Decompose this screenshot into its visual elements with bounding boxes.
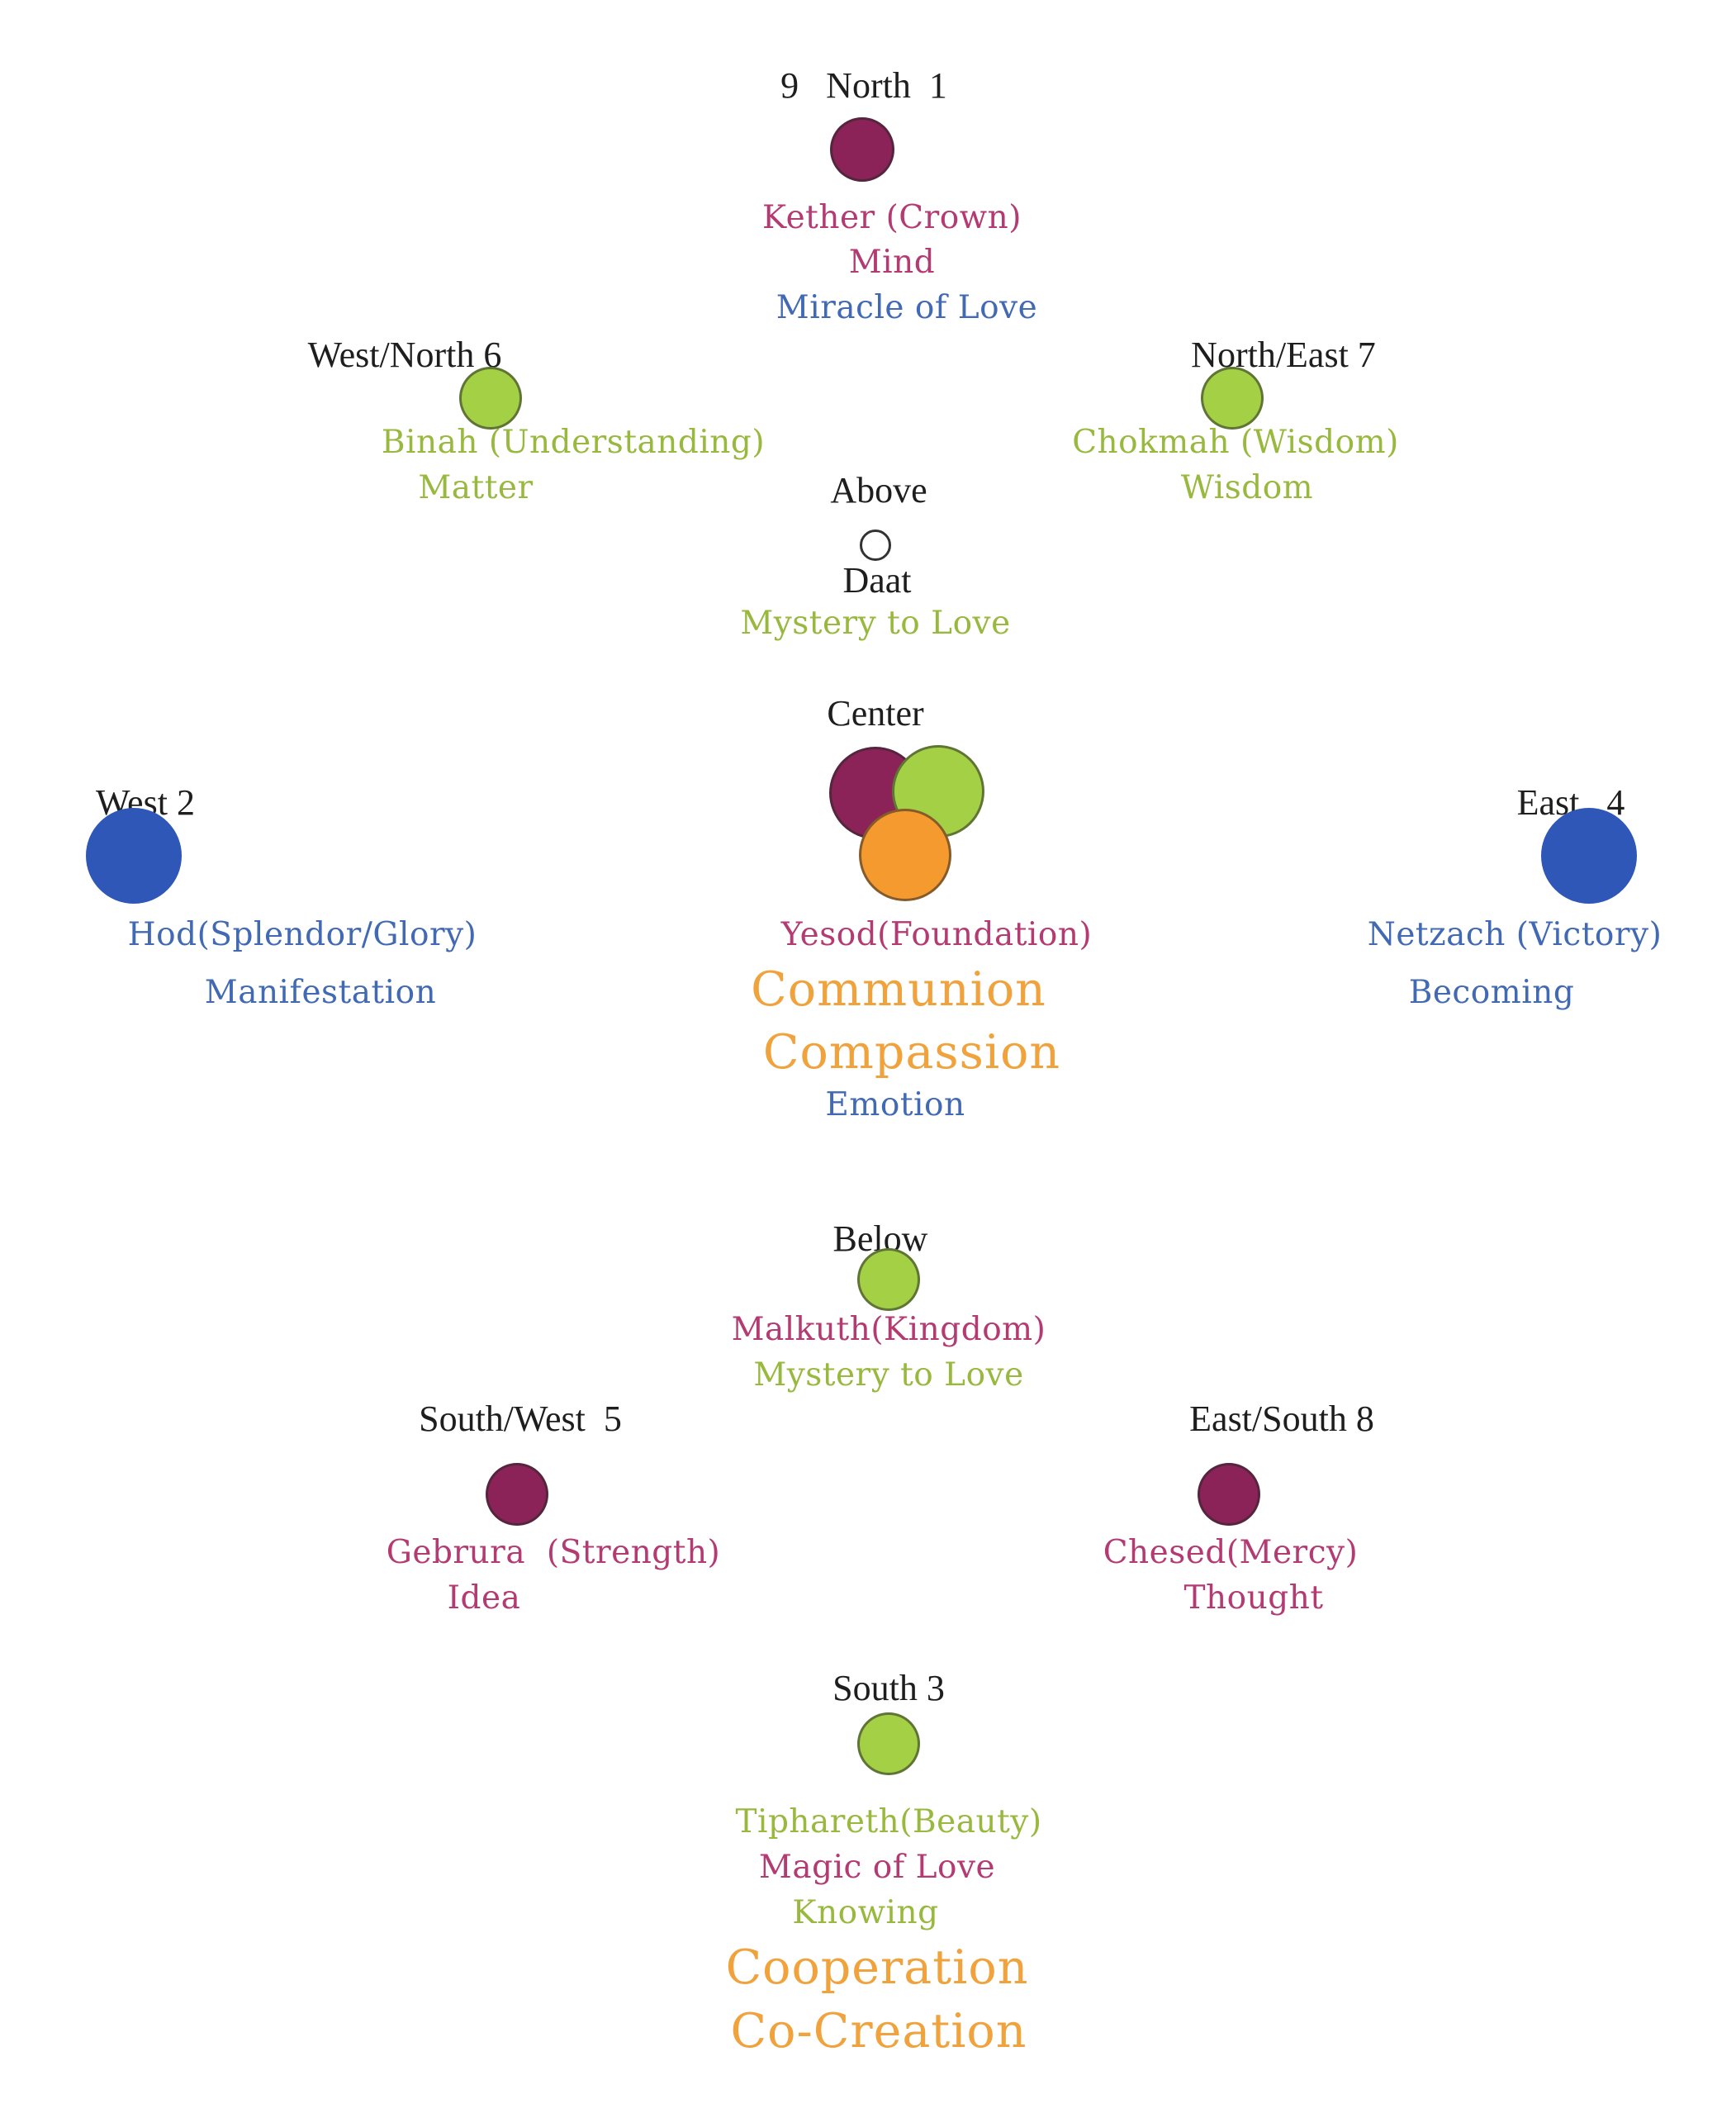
tiphareth-node [857, 1712, 920, 1775]
emotion-label: Emotion [825, 1086, 965, 1123]
above-heading: Above [830, 470, 927, 511]
daat-mystery-label: Mystery to Love [740, 605, 1011, 642]
gebrura-label: Gebrura (Strength) [386, 1534, 721, 1571]
netzach-label: Netzach (Victory) [1367, 916, 1662, 953]
compassion-label: Compassion [762, 1025, 1061, 1080]
malkuth-mystery-label: Mystery to Love [753, 1356, 1024, 1394]
chesed-thought-label: Thought [1183, 1579, 1324, 1617]
north-heading: 9 North 1 [780, 65, 947, 106]
south-heading: South 3 [832, 1668, 945, 1708]
binah-matter-label: Matter [418, 469, 534, 506]
west-north-heading: West/North 6 [307, 335, 502, 375]
daat-label: Daat [842, 560, 912, 601]
daat-node [860, 530, 891, 561]
yesod-label: Yesod(Foundation) [780, 916, 1093, 953]
kether-mind-label: Mind [848, 244, 936, 281]
kether-miracle-label: Miracle of Love [776, 289, 1038, 326]
netzach-node [1541, 808, 1637, 904]
netzach-becoming-label: Becoming [1408, 974, 1575, 1011]
co-creation-label: Co-Creation [730, 2004, 1027, 2059]
kether-node [830, 117, 894, 182]
gebrura-node [486, 1463, 548, 1526]
binah-label: Binah (Understanding) [381, 424, 766, 461]
center-orange-node [859, 809, 951, 901]
communion-label: Communion [751, 962, 1046, 1017]
chokmah-node [1201, 367, 1264, 430]
chesed-node [1198, 1463, 1260, 1526]
chokmah-wisdom-label: Wisdom [1180, 469, 1314, 506]
malkuth-node [857, 1248, 920, 1311]
tiphareth-knowing-label: Knowing [792, 1894, 939, 1931]
center-heading: Center [827, 693, 924, 734]
chokmah-label: Chokmah (Wisdom) [1072, 424, 1399, 461]
kether-label: Kether (Crown) [762, 199, 1022, 236]
north-east-heading: North/East 7 [1191, 335, 1376, 375]
tiphareth-magic-label: Magic of Love [758, 1849, 996, 1886]
tiphareth-label: Tiphareth(Beauty) [735, 1803, 1042, 1840]
hod-label: Hod(Splendor/Glory) [127, 916, 477, 953]
malkuth-label: Malkuth(Kingdom) [731, 1311, 1046, 1348]
east-south-heading: East/South 8 [1189, 1399, 1374, 1439]
cooperation-label: Cooperation [725, 1940, 1029, 1995]
binah-node [459, 367, 522, 430]
hod-manifestation-label: Manifestation [204, 974, 437, 1011]
south-west-heading: South/West 5 [419, 1399, 622, 1439]
gebrura-idea-label: Idea [447, 1579, 521, 1617]
hod-node [86, 808, 182, 904]
chesed-label: Chesed(Mercy) [1103, 1534, 1359, 1571]
